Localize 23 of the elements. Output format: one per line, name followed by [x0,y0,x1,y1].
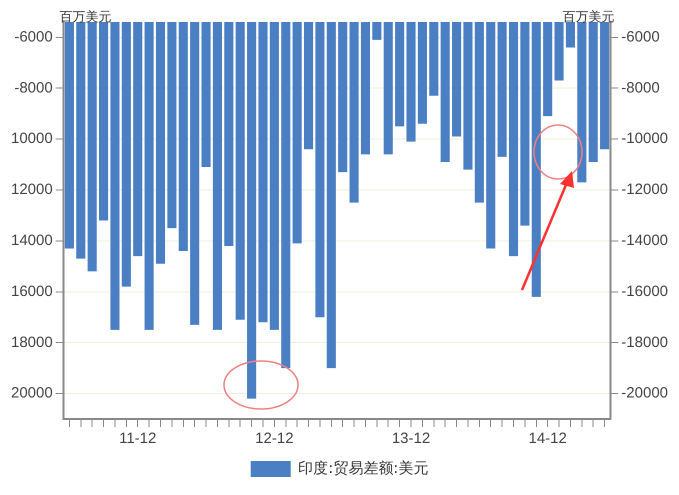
x-tick-label: 13-12 [392,430,430,448]
x-tick-label: 14-12 [528,430,567,448]
y2-tick-label: -8000 [621,79,660,96]
y2-tick-label: -20000 [621,384,668,402]
y-tick-label: 16000 [10,282,53,300]
legend-label: 印度:贸易差额:美元 [298,458,428,477]
y-tick-label: 18000 [10,334,53,351]
y-tick-label: -8000 [14,79,53,96]
y2-tick-label: -14000 [621,232,668,249]
y2-tick-label: -6000 [621,28,660,46]
y2-axis-title: 百万美元 [562,8,614,25]
y-tick-label: 10000 [10,130,53,148]
y2-tick-label: -16000 [621,282,668,300]
x-tick-label: 12-12 [255,430,294,448]
y-axis-title: 百万美元 [60,8,112,25]
y2-tick-label: -10000 [621,130,668,148]
y2-tick-label: -18000 [621,334,668,351]
y-tick-label: -6000 [14,28,53,46]
y2-tick-label: -12000 [621,181,668,198]
x-tick-label: 11-12 [119,430,156,448]
y-tick-label: 20000 [10,384,53,402]
y-tick-label: 14000 [10,232,53,249]
y-tick-label: 12000 [10,181,53,198]
